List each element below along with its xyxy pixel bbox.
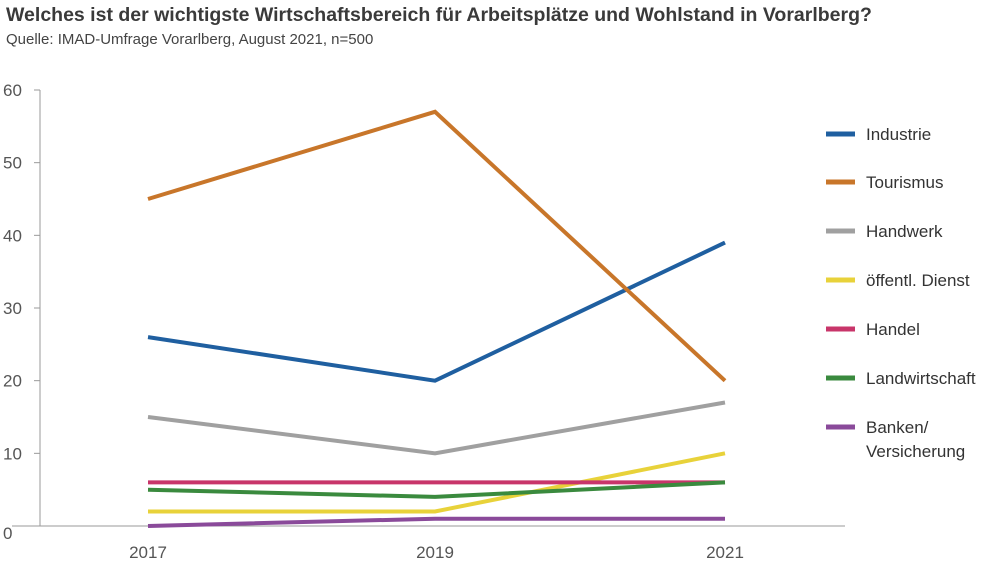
x-tick-label: 2017 bbox=[129, 543, 167, 562]
legend-label: Handwerk bbox=[866, 222, 943, 241]
legend-label: Tourismus bbox=[866, 173, 943, 192]
y-tick-label: 30 bbox=[3, 299, 22, 318]
legend-label: Versicherung bbox=[866, 442, 965, 461]
series-line bbox=[147, 400, 726, 456]
y-tick-label: 60 bbox=[3, 81, 22, 100]
x-tick-label: 2019 bbox=[416, 543, 454, 562]
series-line bbox=[148, 451, 726, 514]
y-tick-label: 50 bbox=[3, 154, 22, 173]
legend-label: Landwirtschaft bbox=[866, 369, 976, 388]
y-tick-label: 10 bbox=[3, 444, 22, 463]
chart-subtitle: Quelle: IMAD-Umfrage Vorarlberg, August … bbox=[6, 31, 374, 48]
legend-label: öffentl. Dienst bbox=[866, 271, 970, 290]
y-tick-label: 20 bbox=[3, 372, 22, 391]
series-line bbox=[147, 480, 726, 499]
legend-label: Industrie bbox=[866, 125, 931, 144]
x-tick-label: 2021 bbox=[706, 543, 744, 562]
chart-title: Welches ist der wichtigste Wirtschaftsbe… bbox=[6, 4, 872, 26]
y-tick-label: 40 bbox=[3, 226, 22, 245]
legend-label: Handel bbox=[866, 320, 920, 339]
series-line bbox=[147, 516, 725, 528]
series-line bbox=[147, 240, 726, 383]
y-tick-label: 0 bbox=[3, 524, 12, 543]
series-line bbox=[147, 109, 727, 383]
legend-label: Banken/ bbox=[866, 418, 929, 437]
